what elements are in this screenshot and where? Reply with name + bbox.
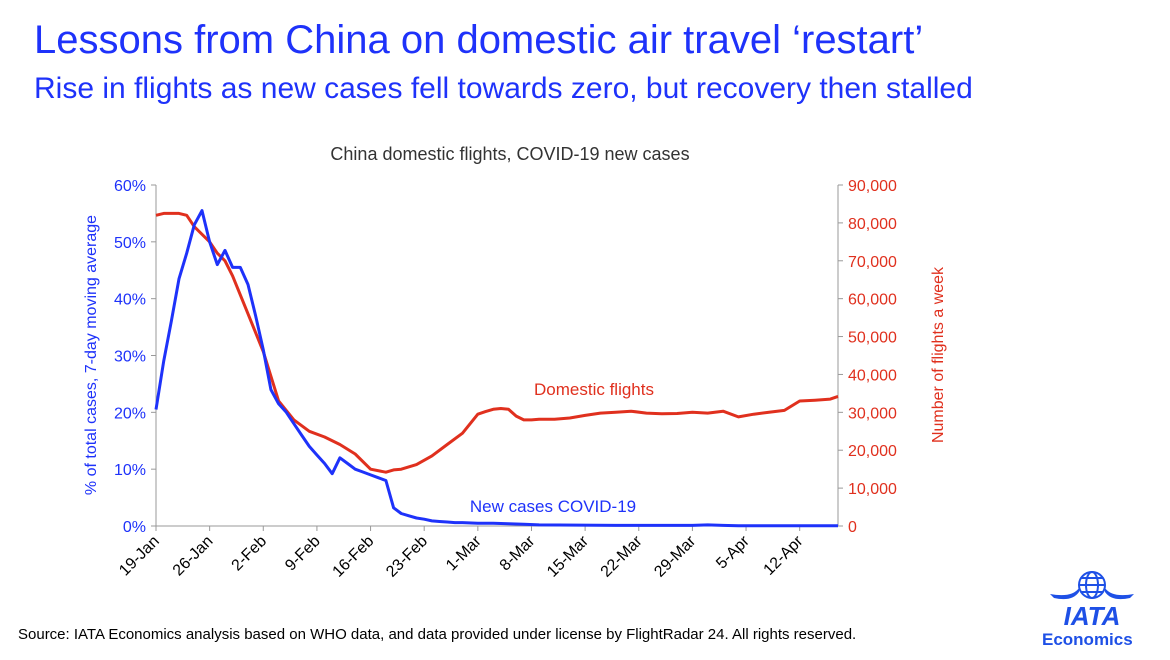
x-tick-label: 23-Feb [383,533,431,581]
x-tick-label: 1-Mar [443,532,485,574]
right-tick-label: 30,000 [848,405,897,422]
right-tick-label: 0 [848,519,857,536]
page-title: Lessons from China on domestic air trave… [34,18,924,62]
x-tick-label: 19-Jan [116,533,163,580]
right-tick-label: 40,000 [848,367,897,384]
left-tick-label: 0% [123,519,146,536]
annotation-new-cases: New cases COVID-19 [470,497,636,516]
series-line-new-cases [154,209,838,528]
x-tick-label: 15-Mar [544,532,592,580]
iata-logo: IATA [1050,571,1134,631]
chart-axes [155,185,839,527]
right-tick-label: 50,000 [848,330,897,347]
left-tick-label: 60% [114,178,146,195]
right-tick-label: 70,000 [848,254,897,271]
x-tick-label: 8-Mar [497,532,539,574]
left-tick-label: 40% [114,292,146,309]
left-axis-title: % of total cases, 7-day moving average [83,215,100,495]
annotation-domestic-flights: Domestic flights [534,380,654,399]
right-tick-label: 60,000 [848,292,897,309]
source-note: Source: IATA Economics analysis based on… [18,626,857,643]
x-tick-label: 12-Apr [761,532,807,578]
globe-icon [1078,571,1106,599]
x-tick-label: 16-Feb [330,533,378,581]
right-tick-label: 90,000 [848,178,897,195]
x-tick-label: 29-Mar [651,532,699,580]
x-tick-label: 22-Mar [598,532,646,580]
chart-title: China domestic flights, COVID-19 new cas… [330,144,689,164]
logo-caption: Economics [1042,630,1133,649]
right-tick-label: 20,000 [848,443,897,460]
left-axis-ticks: 0% 10% 20% 30% 40% 50% 60% [114,178,156,536]
right-tick-label: 10,000 [848,481,897,498]
right-axis-ticks: 0 10,000 20,000 30,000 40,000 50,000 60,000 70,… [838,178,897,536]
series-line-domestic-flights [155,211,839,474]
left-tick-label: 50% [114,235,146,252]
x-tick-label: 2-Feb [229,533,271,575]
page-subtitle: Rise in flights as new cases fell toward… [34,72,973,105]
left-tick-label: 30% [114,349,146,366]
x-tick-label: 26-Jan [170,533,217,580]
right-tick-label: 80,000 [848,216,897,233]
logo-wordmark: IATA [1064,601,1121,631]
x-tick-label: 9-Feb [282,533,324,575]
x-tick-label: 5-Apr [713,532,753,572]
x-axis-ticks: 19-Jan 26-Jan 2-Feb 9-Feb 16-Feb 23-Feb 1-Mar 8… [116,526,807,581]
left-tick-label: 10% [114,462,146,479]
right-axis-title: Number of flights a week [930,266,947,443]
left-tick-label: 20% [114,405,146,422]
